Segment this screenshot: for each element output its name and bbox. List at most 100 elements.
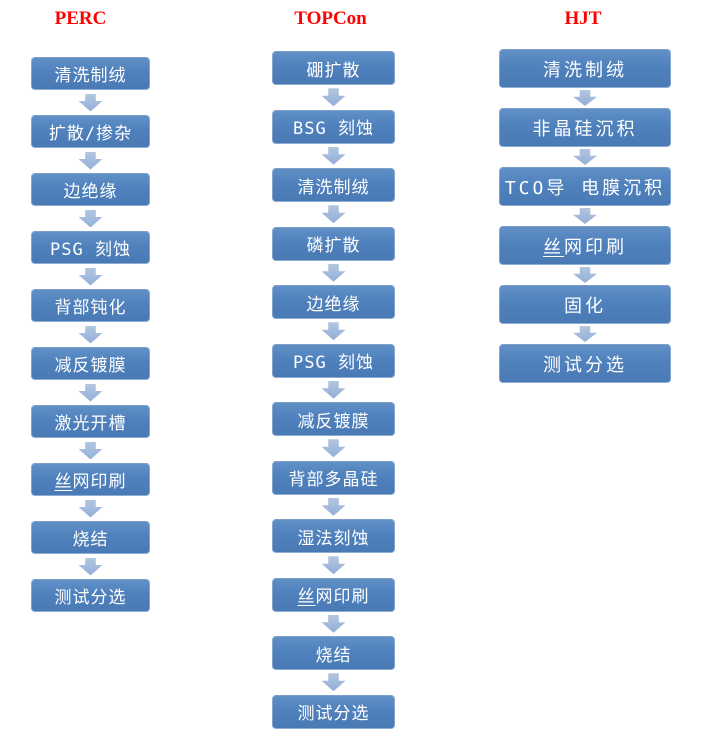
flow-step-hjt-4: 丝网印刷 [499, 226, 671, 265]
down-arrow-icon [321, 673, 346, 692]
step-label: 边绝缘 [306, 294, 361, 315]
step-label: 激光开槽 [54, 414, 127, 434]
column-perc: PERC 清洗制绒 扩散/掺杂 边绝缘 PSG 刻蚀 背部钝化 减反镀膜 激光开… [31, 8, 150, 612]
flow-step-hjt-5: 固化 [499, 285, 671, 324]
step-label: 磷扩散 [306, 236, 361, 256]
step-label: 边绝缘 [63, 182, 118, 202]
step-label: 非晶硅沉积 [532, 118, 638, 140]
column-title-perc: PERC [54, 8, 107, 29]
down-arrow-icon [321, 439, 346, 458]
arrow-slot [78, 206, 103, 231]
step-label: 烧结 [315, 645, 352, 666]
step-label: 丝网印刷 [54, 472, 127, 492]
flow-step-hjt-3: TCO导 电膜沉积 [499, 167, 671, 206]
step-label: 固化 [564, 295, 606, 317]
step-label: 清洗制绒 [54, 66, 127, 86]
arrow-slot [573, 147, 597, 167]
down-arrow-icon [78, 441, 103, 460]
arrow-slot [78, 148, 103, 173]
flow-step-perc-8: 丝网印刷 [31, 463, 150, 496]
flow-step-perc-4: PSG 刻蚀 [31, 231, 150, 264]
down-arrow-icon [78, 209, 103, 228]
arrow-slot [573, 206, 597, 226]
down-arrow-icon [78, 383, 103, 402]
step-label: 丝网印刷 [543, 236, 627, 258]
arrow-slot [321, 378, 346, 403]
flow-step-topcon-10: 丝网印刷 [272, 577, 395, 612]
flow-step-perc-7: 激光开槽 [31, 405, 150, 438]
flow-step-topcon-7: 减反镀膜 [272, 402, 395, 436]
step-label: 测试分选 [543, 354, 627, 376]
step-label: 丝网印刷 [297, 587, 370, 607]
flow-step-topcon-5: 边绝缘 [272, 285, 395, 319]
flow-step-perc-5: 背部钝化 [31, 289, 150, 322]
column-hjt: HJT 清洗制绒 非晶硅沉积 TCO导 电膜沉积 丝网印刷 固化 测试分选 [499, 8, 671, 383]
arrow-slot [321, 319, 346, 344]
arrow-slot [78, 380, 103, 405]
step-label: 测试分选 [54, 588, 127, 608]
step-label: 清洗制绒 [543, 59, 627, 81]
step-label: TCO导 电膜沉积 [504, 177, 666, 199]
flow-step-topcon-3: 清洗制绒 [272, 168, 395, 202]
flow-step-perc-3: 边绝缘 [31, 173, 150, 206]
flow-step-perc-9: 烧结 [31, 521, 150, 554]
flow-step-topcon-1: 硼扩散 [272, 51, 395, 85]
arrow-slot [573, 88, 597, 108]
step-label: PSG 刻蚀 [293, 353, 374, 373]
step-label: 湿法刻蚀 [297, 528, 370, 549]
down-arrow-icon [321, 88, 346, 107]
down-arrow-icon [78, 267, 103, 286]
step-label: 清洗制绒 [297, 177, 370, 198]
step-label: 测试分选 [297, 704, 370, 724]
step-label: PSG 刻蚀 [50, 240, 131, 260]
arrow-slot [321, 261, 346, 286]
flow-step-hjt-6: 测试分选 [499, 344, 671, 383]
step-label: BSG 刻蚀 [293, 119, 374, 139]
down-arrow-icon [78, 499, 103, 518]
flow-step-topcon-2: BSG 刻蚀 [272, 109, 395, 144]
arrow-slot [78, 90, 103, 115]
flow-step-perc-1: 清洗制绒 [31, 57, 150, 90]
flow-step-topcon-9: 湿法刻蚀 [272, 519, 395, 553]
arrow-slot [321, 436, 346, 461]
flow-step-topcon-4: 磷扩散 [272, 226, 395, 261]
arrow-slot [78, 438, 103, 463]
arrow-slot [321, 495, 346, 520]
flow-step-hjt-2: 非晶硅沉积 [499, 108, 671, 147]
arrow-slot [573, 265, 597, 285]
down-arrow-icon [321, 146, 346, 165]
flow-step-topcon-6: PSG 刻蚀 [272, 343, 395, 378]
column-title-hjt: HJT [564, 8, 602, 29]
down-arrow-icon [321, 497, 346, 516]
column-topcon: TOPCon 硼扩散 BSG 刻蚀 清洗制绒 磷扩散 边绝缘 PSG 刻蚀 减反… [272, 8, 395, 729]
down-arrow-icon [321, 380, 346, 399]
down-arrow-icon [573, 326, 597, 342]
down-arrow-icon [78, 325, 103, 344]
step-label: 背部多晶硅 [288, 470, 379, 490]
arrow-slot [321, 85, 346, 110]
down-arrow-icon [573, 90, 597, 106]
arrow-slot [321, 144, 346, 169]
arrow-slot [78, 496, 103, 521]
down-arrow-icon [321, 322, 346, 341]
arrow-slot [321, 612, 346, 637]
down-arrow-icon [573, 208, 597, 224]
down-arrow-icon [321, 263, 346, 282]
flow-step-perc-10: 测试分选 [31, 579, 150, 612]
step-label: 硼扩散 [306, 60, 361, 81]
step-label: 烧结 [72, 530, 109, 550]
down-arrow-icon [321, 205, 346, 224]
arrow-slot [321, 553, 346, 578]
column-title-topcon: TOPCon [294, 8, 367, 29]
arrow-slot [78, 264, 103, 289]
down-arrow-icon [321, 614, 346, 633]
flow-step-hjt-1: 清洗制绒 [499, 49, 671, 88]
step-label: 扩散/掺杂 [48, 124, 133, 144]
flow-step-perc-6: 减反镀膜 [31, 347, 150, 380]
down-arrow-icon [78, 151, 103, 170]
down-arrow-icon [78, 557, 103, 576]
flow-step-perc-2: 扩散/掺杂 [31, 115, 150, 148]
flow-step-topcon-12: 测试分选 [272, 694, 395, 729]
step-label: 背部钝化 [54, 298, 127, 318]
